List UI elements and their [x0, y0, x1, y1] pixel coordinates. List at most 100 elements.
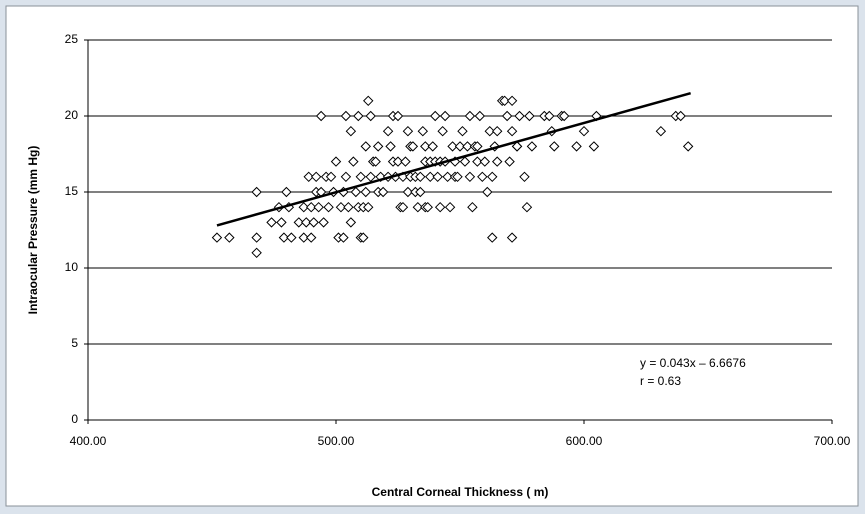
data-point	[330, 156, 342, 167]
data-point	[372, 141, 384, 152]
data-point	[313, 201, 324, 213]
data-point	[348, 156, 359, 167]
data-point	[360, 186, 371, 198]
data-point	[464, 110, 476, 122]
data-point	[462, 141, 473, 152]
data-point	[487, 232, 498, 243]
data-point	[499, 95, 510, 107]
data-point	[521, 201, 533, 213]
data-point	[477, 171, 488, 183]
y-axis-label: Intraocular Pressure (mm Hg)	[26, 146, 40, 315]
data-point	[487, 171, 498, 183]
data-point	[224, 232, 235, 243]
data-point	[504, 156, 515, 167]
x-tick-label: 600.00	[566, 434, 603, 448]
data-point	[501, 110, 513, 122]
trend-line	[216, 91, 691, 227]
data-point	[459, 156, 471, 167]
data-point	[293, 217, 305, 228]
data-point	[425, 171, 436, 183]
chart-frame	[5, 5, 859, 507]
data-point	[437, 125, 448, 137]
data-point	[360, 141, 371, 152]
data-point	[444, 201, 456, 213]
data-point	[385, 141, 396, 152]
data-point	[286, 232, 297, 243]
x-tick-label: 500.00	[318, 434, 355, 448]
data-point	[479, 156, 491, 167]
x-tick-label: 700.00	[814, 434, 851, 448]
data-point	[323, 201, 334, 213]
data-point	[397, 201, 409, 213]
data-point	[420, 141, 431, 152]
data-point	[549, 141, 560, 152]
data-point	[439, 110, 451, 122]
data-point	[417, 125, 429, 137]
data-point	[514, 110, 525, 122]
correlation-annotation: r = 0.63	[640, 374, 681, 388]
y-tick-label: 10	[65, 260, 79, 274]
data-point	[544, 110, 555, 122]
data-point	[429, 110, 441, 122]
data-point	[303, 171, 314, 183]
data-point	[482, 186, 493, 198]
data-point	[400, 156, 411, 167]
data-point	[434, 201, 446, 213]
data-point	[353, 110, 364, 122]
data-point	[452, 171, 463, 183]
data-point	[415, 171, 426, 183]
data-point	[305, 201, 317, 213]
data-point	[454, 141, 466, 152]
data-point	[511, 141, 523, 152]
data-point	[571, 141, 582, 152]
data-point	[340, 171, 352, 183]
data-point	[392, 156, 404, 167]
data-point	[412, 201, 424, 213]
data-point	[457, 125, 468, 137]
data-point	[524, 110, 535, 122]
data-point	[526, 141, 538, 152]
data-point	[407, 141, 419, 152]
data-point	[251, 232, 262, 243]
data-point	[363, 95, 374, 107]
data-point	[301, 217, 312, 228]
data-point	[558, 110, 570, 122]
data-point	[345, 125, 357, 137]
data-point	[350, 186, 362, 198]
data-point	[402, 125, 414, 137]
data-point	[298, 201, 309, 213]
data-point	[506, 232, 518, 243]
data-point	[427, 141, 438, 152]
y-tick-label: 0	[71, 412, 78, 426]
x-axis-label: Central Corneal Thickness ( m)	[372, 485, 549, 499]
data-point	[484, 125, 495, 137]
data-point	[432, 171, 443, 183]
data-point	[335, 201, 347, 213]
equation-annotation: y = 0.043x – 6.6676	[640, 356, 746, 370]
data-point	[358, 232, 369, 243]
data-point	[506, 95, 518, 107]
data-point	[298, 232, 309, 243]
data-point	[447, 141, 458, 152]
data-point	[318, 217, 329, 228]
y-tick-label: 25	[65, 32, 79, 46]
data-point	[491, 125, 503, 137]
data-point	[325, 171, 337, 183]
data-point	[370, 156, 381, 167]
data-point	[308, 217, 319, 228]
data-point	[251, 186, 262, 198]
data-point	[491, 156, 503, 167]
data-point	[578, 125, 590, 137]
data-point	[276, 217, 287, 228]
data-point	[355, 171, 367, 183]
data-point	[415, 186, 426, 198]
data-point	[519, 171, 530, 183]
data-point	[281, 186, 292, 198]
data-point	[251, 247, 262, 259]
data-point	[211, 232, 223, 243]
data-point	[278, 232, 290, 243]
data-point	[467, 201, 478, 213]
data-point	[588, 141, 600, 152]
